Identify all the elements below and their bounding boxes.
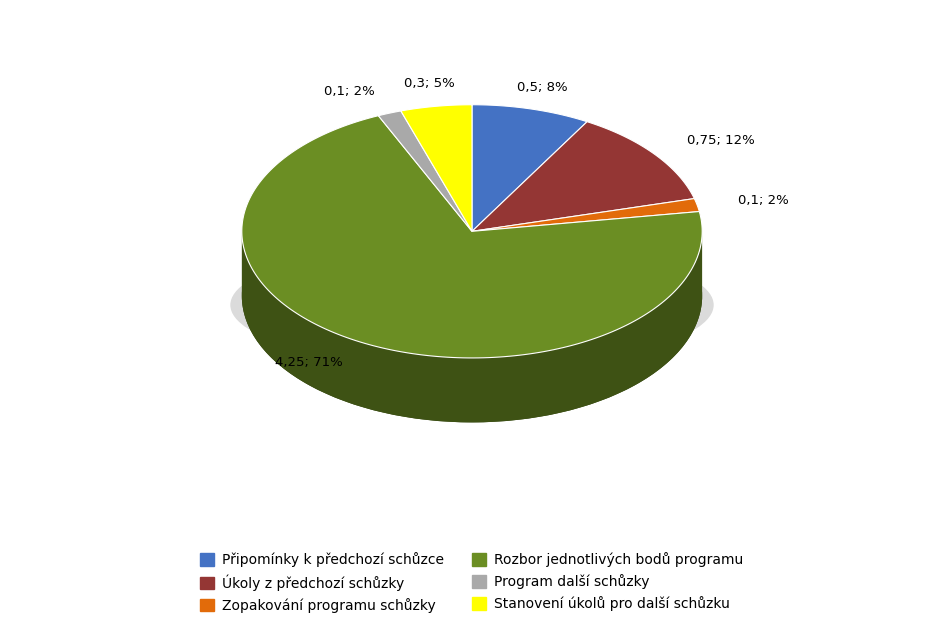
Polygon shape: [242, 116, 702, 358]
Polygon shape: [242, 233, 702, 422]
Text: 4,25; 71%: 4,25; 71%: [275, 356, 343, 369]
Polygon shape: [379, 111, 472, 231]
Polygon shape: [401, 104, 472, 231]
Polygon shape: [472, 104, 587, 231]
Polygon shape: [472, 122, 695, 231]
Polygon shape: [472, 199, 700, 231]
Text: 0,1; 2%: 0,1; 2%: [324, 85, 375, 98]
Ellipse shape: [230, 242, 714, 368]
Text: 0,1; 2%: 0,1; 2%: [737, 194, 788, 207]
Text: 0,5; 8%: 0,5; 8%: [517, 80, 567, 94]
Ellipse shape: [242, 169, 702, 422]
Text: 0,3; 5%: 0,3; 5%: [404, 77, 455, 91]
Text: 0,75; 12%: 0,75; 12%: [687, 134, 755, 147]
Legend: Připomínky k předchozí schůzce, Úkoly z předchozí schůzky, Zopakování programu s: Připomínky k předchozí schůzce, Úkoly z …: [194, 546, 750, 620]
